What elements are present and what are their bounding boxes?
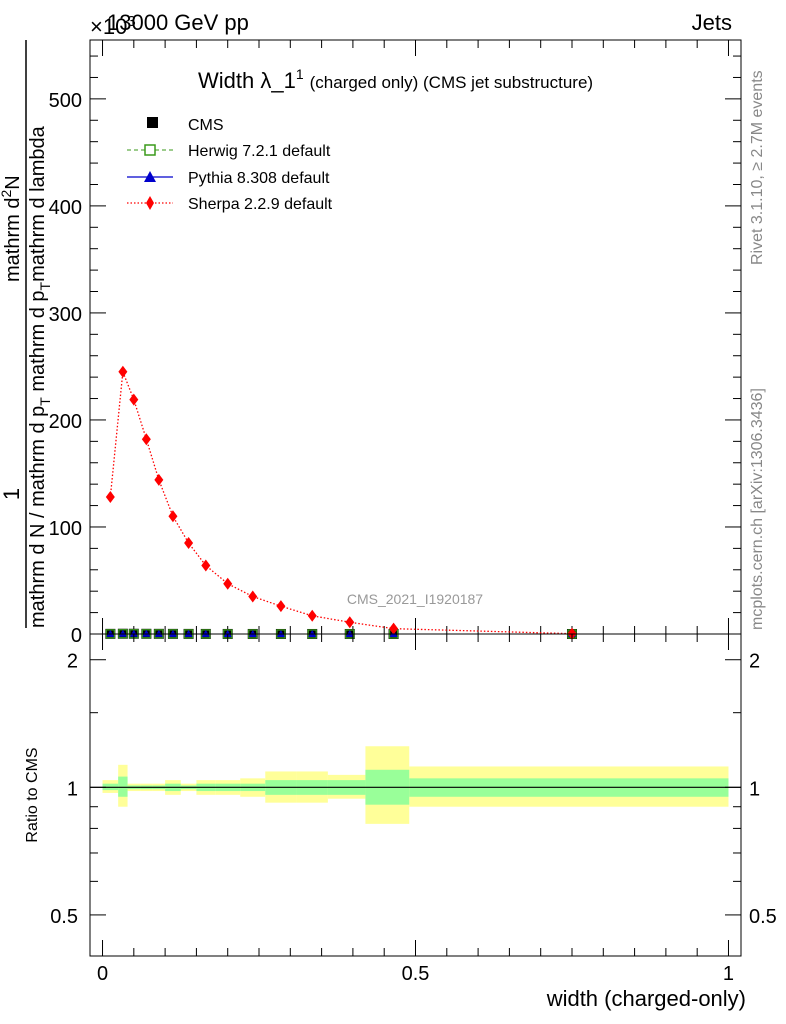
ylabel-top: 1 — [0, 488, 24, 500]
ratio-ytick-label: 0.5 — [50, 906, 78, 928]
ratio-ytick-label-right: 1 — [749, 778, 760, 800]
pythia-point — [154, 629, 163, 637]
sherpa-point — [105, 491, 115, 504]
pythia-point — [276, 629, 285, 637]
sherpa-point — [389, 622, 399, 635]
chart-title: Width λ_11 (charged only) (CMS jet substr… — [198, 66, 593, 93]
ratio-band-inner — [118, 776, 128, 797]
pythia-point — [201, 629, 210, 637]
sherpa-point — [154, 473, 164, 486]
ytick-label: 300 — [49, 304, 82, 326]
ylabel-num: mathrm d2N — [0, 175, 24, 282]
ratio-ytick-label-right: 0.5 — [749, 906, 777, 928]
sherpa-point — [168, 510, 178, 523]
ratio-ytick-label: 2 — [67, 651, 78, 673]
sherpa-point — [141, 433, 151, 446]
ratio-ylabel: Ratio to CMS — [24, 747, 41, 842]
pythia-point — [308, 629, 317, 637]
legend: CMS Herwig 7.2.1 default Pythia 8.308 de… — [127, 117, 333, 213]
xtick-label: 1 — [723, 963, 734, 985]
ytick-label: 200 — [49, 411, 82, 433]
sherpa-point — [307, 609, 317, 622]
exponent-label: ×103 — [90, 13, 136, 39]
pythia-point — [106, 629, 115, 637]
xtick-label: 0 — [97, 963, 108, 985]
legend-pythia-label: Pythia 8.308 default — [188, 170, 330, 187]
pythia-point — [223, 629, 232, 637]
sherpa-point — [223, 577, 233, 590]
ytick-label: 400 — [49, 197, 82, 219]
legend-herwig-marker — [144, 144, 156, 156]
xlabel: width (charged-only) — [546, 986, 746, 1011]
legend-pythia-marker — [144, 171, 156, 182]
main-ylabel: 1 mathrm d N / mathrm d pT mathrm d pTma… — [0, 40, 53, 628]
legend-cms-label: CMS — [188, 117, 224, 134]
legend-cms-marker — [147, 117, 158, 128]
sherpa-point — [201, 559, 211, 572]
sherpa-point — [345, 616, 355, 629]
legend-herwig-label: Herwig 7.2.1 default — [188, 143, 331, 160]
pythia-point — [142, 629, 151, 637]
ratio-yticks: 0.5 0.5 1 1 2 2 — [50, 651, 777, 928]
legend-sherpa-label: Sherpa 2.2.9 default — [188, 196, 333, 213]
ytick-label: 500 — [49, 90, 82, 112]
sherpa-point — [129, 393, 139, 406]
ratio-bands — [102, 746, 729, 824]
ylabel-main: mathrm d N / mathrm d pT mathrm d pTmath… — [27, 125, 53, 628]
ratio-xticks: 0 0.5 1 — [97, 634, 734, 985]
sherpa-line — [109, 371, 573, 635]
ytick-label: 0 — [71, 625, 82, 647]
sherpa-point — [184, 537, 194, 550]
pythia-point — [129, 629, 138, 637]
energy-label: 13000 GeV pp — [107, 10, 249, 35]
sherpa-point — [118, 365, 128, 378]
xtick-label: 0.5 — [402, 963, 430, 985]
sherpa-point — [248, 590, 258, 603]
ratio-ytick-label: 1 — [67, 778, 78, 800]
pythia-point — [168, 629, 177, 637]
sherpa-point — [276, 600, 286, 613]
ytick-label: 100 — [49, 518, 82, 540]
pythia-point — [118, 629, 127, 637]
pythia-point — [345, 629, 354, 637]
main-series — [105, 365, 577, 640]
mcplots-label: mcplots.cern.ch [arXiv:1306.3436] — [749, 388, 766, 630]
ratio-ytick-label-right: 2 — [749, 651, 760, 673]
pythia-point — [184, 629, 193, 637]
legend-sherpa-marker — [146, 196, 154, 210]
process-label: Jets — [692, 10, 732, 35]
rivet-label: Rivet 3.1.10, ≥ 2.7M events — [749, 70, 766, 265]
pythia-point — [248, 629, 257, 637]
analysis-watermark: CMS_2021_I1920187 — [347, 591, 483, 607]
